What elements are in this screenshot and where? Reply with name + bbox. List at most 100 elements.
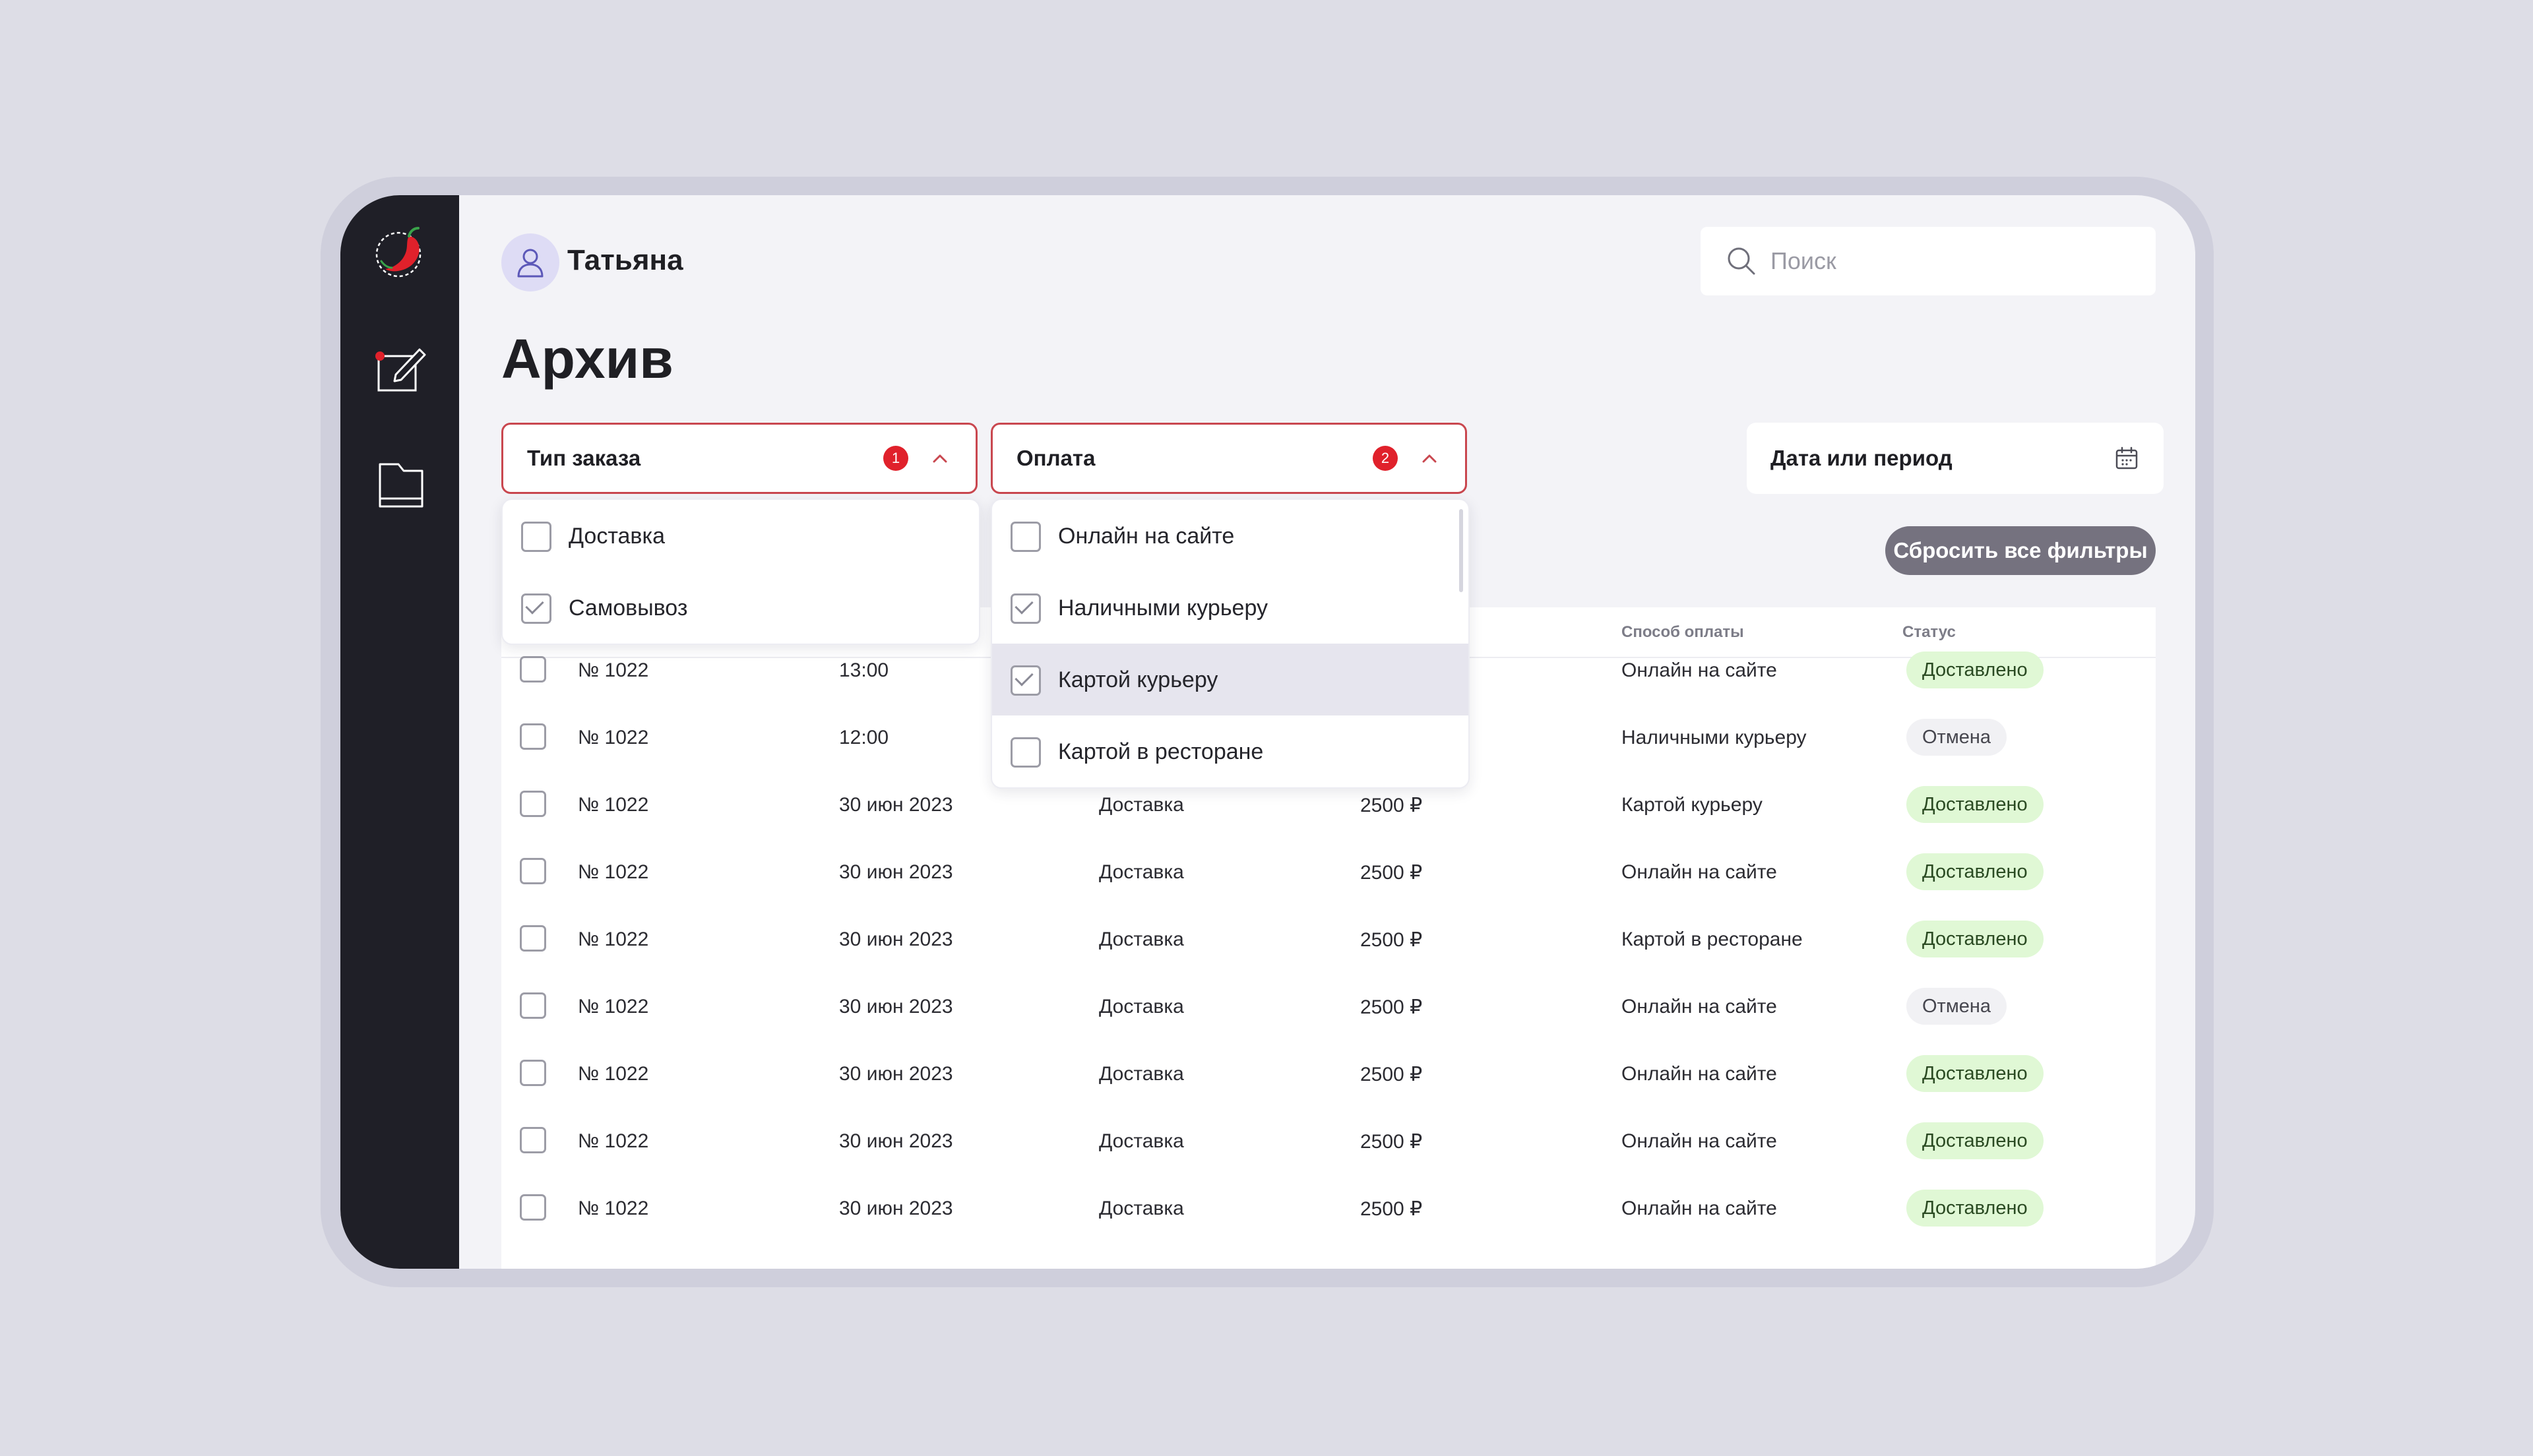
row-checkbox[interactable] <box>520 1194 546 1221</box>
payment-option[interactable]: Картой в ресторане <box>992 715 1468 787</box>
app-screen: Татьяна Поиск Архив Тип заказа 1 Оплата … <box>340 195 2195 1269</box>
chevron-up-icon[interactable] <box>928 446 952 470</box>
order-type: Доставка <box>1099 1198 1184 1219</box>
order-amount: 2500 ₽ <box>1360 862 1423 884</box>
payment-method: Картой в ресторане <box>1621 928 1803 950</box>
status-badge: Отмена <box>1906 719 2007 756</box>
table-row[interactable]: № 1022 12:00 Наличными курьеру Отмена <box>501 703 2156 770</box>
order-date: 30 июн 2023 <box>839 861 953 883</box>
option-checkbox[interactable] <box>1011 665 1041 696</box>
checkmark-icon <box>1015 595 1034 615</box>
payment-option[interactable]: Онлайн на сайте <box>992 500 1468 572</box>
status-badge: Доставлено <box>1906 853 2044 890</box>
option-checkbox[interactable] <box>521 593 551 624</box>
order-type-dropdown: Доставка Самовывоз <box>501 499 980 645</box>
table-row[interactable]: № 1022 30 июн 2023 Доставка 2500 ₽ Картой ку… <box>501 770 2156 837</box>
option-label: Самовывоз <box>569 595 688 621</box>
table-row[interactable]: № 1022 30 июн 2023 Доставка 2500 ₽ Онлайн на… <box>501 1039 2156 1107</box>
payment-filter[interactable]: Оплата 2 <box>991 423 1467 494</box>
order-amount: 2500 ₽ <box>1360 795 1423 816</box>
order-amount: 2500 ₽ <box>1360 996 1423 1018</box>
folder-icon[interactable] <box>373 458 429 513</box>
status-badge: Доставлено <box>1906 1055 2044 1092</box>
row-checkbox[interactable] <box>520 925 546 952</box>
row-checkbox[interactable] <box>520 858 546 884</box>
order-type: Доставка <box>1099 794 1184 816</box>
table-row[interactable]: № 1022 30 июн 2023 Доставка 2500 ₽ Онлайн на… <box>501 972 2156 1039</box>
order-type: Доставка <box>1099 928 1184 950</box>
user-name: Татьяна <box>567 244 683 276</box>
payment-method: Онлайн на сайте <box>1621 659 1777 681</box>
date-filter[interactable]: Дата или период <box>1747 423 2164 494</box>
option-checkbox[interactable] <box>1011 593 1041 624</box>
payment-method: Онлайн на сайте <box>1621 996 1777 1017</box>
order-date: 30 июн 2023 <box>839 1063 953 1085</box>
checkmark-icon <box>525 595 544 615</box>
order-date: 30 июн 2023 <box>839 996 953 1017</box>
row-checkbox[interactable] <box>520 791 546 817</box>
order-number[interactable]: № 1022 <box>578 1063 649 1085</box>
status-badge: Доставлено <box>1906 786 2044 823</box>
reset-filters-button[interactable]: Сбросить все фильтры <box>1885 526 2156 575</box>
table-row[interactable]: № 1022 30 июн 2023 Доставка 2500 ₽ Картой в … <box>501 905 2156 972</box>
order-date: 30 июн 2023 <box>839 794 953 816</box>
option-label: Доставка <box>569 524 666 549</box>
payment-method: Наличными курьеру <box>1621 727 1807 748</box>
order-number[interactable]: № 1022 <box>578 1130 649 1152</box>
chili-logo-icon[interactable] <box>368 222 431 285</box>
option-checkbox[interactable] <box>1011 737 1041 768</box>
row-checkbox[interactable] <box>520 992 546 1019</box>
payment-dropdown: Онлайн на сайте Наличными курьеру Картой к… <box>991 499 1470 789</box>
payment-method: Онлайн на сайте <box>1621 1198 1777 1219</box>
payment-option[interactable]: Наличными курьеру <box>992 572 1468 644</box>
payment-option[interactable]: Картой курьеру <box>992 644 1468 715</box>
search-placeholder: Поиск <box>1770 247 1836 274</box>
order-type-filter[interactable]: Тип заказа 1 <box>501 423 978 494</box>
order-date: 30 июн 2023 <box>839 1198 953 1219</box>
search-input[interactable]: Поиск <box>1701 227 2156 295</box>
status-badge: Доставлено <box>1906 1190 2044 1227</box>
order-type: Доставка <box>1099 861 1184 883</box>
dropdown-scrollbar[interactable] <box>1459 509 1463 592</box>
avatar[interactable] <box>501 233 559 291</box>
order-amount: 2500 ₽ <box>1360 1064 1423 1085</box>
main-content: Татьяна Поиск Архив Тип заказа 1 Оплата … <box>459 195 2195 1269</box>
order-amount: 2500 ₽ <box>1360 1198 1423 1220</box>
order-type: Доставка <box>1099 996 1184 1017</box>
search-icon <box>1728 247 1755 275</box>
order-number[interactable]: № 1022 <box>578 996 649 1017</box>
table-row[interactable]: № 1022 30 июн 2023 Доставка 2500 ₽ Онлайн на… <box>501 1174 2156 1241</box>
row-checkbox[interactable] <box>520 1060 546 1086</box>
table-row[interactable]: № 1022 30 июн 2023 Доставка 2500 ₽ Онлайн на… <box>501 837 2156 905</box>
order-number[interactable]: № 1022 <box>578 727 649 748</box>
order-number[interactable]: № 1022 <box>578 659 649 681</box>
checkmark-icon <box>1015 667 1034 686</box>
column-status[interactable]: Статус <box>1902 623 1956 641</box>
table-row[interactable]: № 1022 30 июн 2023 Доставка 2500 ₽ Онлайн на… <box>501 1107 2156 1174</box>
row-checkbox[interactable] <box>520 1127 546 1153</box>
row-checkbox[interactable] <box>520 656 546 682</box>
order-type-option[interactable]: Самовывоз <box>503 572 979 644</box>
payment-method: Картой курьеру <box>1621 794 1763 816</box>
payment-count-badge: 2 <box>1373 446 1398 471</box>
column-payment-method[interactable]: Способ оплаты <box>1621 623 1744 641</box>
row-checkbox[interactable] <box>520 723 546 750</box>
order-number[interactable]: № 1022 <box>578 861 649 883</box>
edit-icon[interactable] <box>373 342 429 397</box>
order-type-option[interactable]: Доставка <box>503 500 979 572</box>
table-row[interactable]: № 1022 13:00 Онлайн на сайте Доставлено <box>501 636 2156 703</box>
option-checkbox[interactable] <box>521 522 551 552</box>
payment-method: Онлайн на сайте <box>1621 861 1777 883</box>
order-number[interactable]: № 1022 <box>578 794 649 816</box>
payment-method: Онлайн на сайте <box>1621 1063 1777 1085</box>
calendar-icon[interactable] <box>2113 445 2140 471</box>
status-badge: Доставлено <box>1906 921 2044 957</box>
date-filter-label: Дата или период <box>1770 446 1953 470</box>
status-badge: Доставлено <box>1906 652 2044 688</box>
order-type-count-badge: 1 <box>883 446 908 471</box>
option-checkbox[interactable] <box>1011 522 1041 552</box>
order-number[interactable]: № 1022 <box>578 1198 649 1219</box>
order-date: 12:00 <box>839 727 889 748</box>
chevron-up-icon[interactable] <box>1418 446 1441 470</box>
order-number[interactable]: № 1022 <box>578 928 649 950</box>
